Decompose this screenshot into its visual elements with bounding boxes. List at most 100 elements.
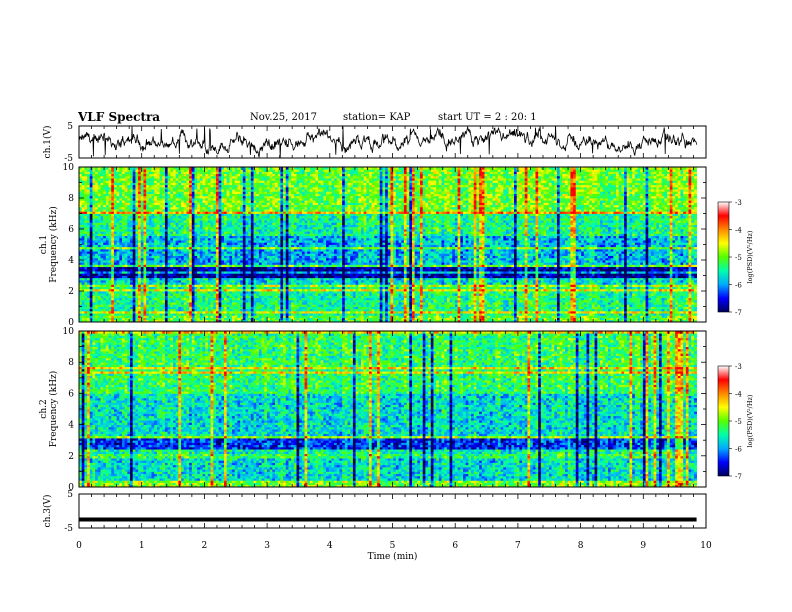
spectrogram-cell xyxy=(446,282,450,285)
spectrogram-cell xyxy=(326,288,330,292)
spectrogram-cell xyxy=(342,284,346,287)
spectrogram-cell xyxy=(417,279,421,283)
spectrogram-cell xyxy=(317,277,322,281)
spectrogram-cell xyxy=(331,297,335,301)
spectrogram-cell xyxy=(84,286,88,290)
spectrogram-cell xyxy=(403,308,407,312)
spectrogram-cell xyxy=(403,275,407,279)
spectrogram-cell xyxy=(675,306,679,310)
spectrogram-cell xyxy=(648,288,652,292)
spectrogram-cell xyxy=(103,273,107,276)
spectrogram-cell xyxy=(218,304,222,307)
spectrogram-cell xyxy=(291,275,295,279)
spectrogram-cell xyxy=(559,284,563,287)
spectrogram-cell xyxy=(269,291,273,294)
spectrogram-cell xyxy=(589,310,593,314)
spectrogram-cell xyxy=(602,317,606,321)
spectrogram-cell xyxy=(602,293,606,296)
spectrogram-cell xyxy=(371,297,375,301)
spectrogram-cell xyxy=(519,308,523,312)
spectrogram-cell xyxy=(554,302,558,305)
spectrogram-cell xyxy=(454,313,459,316)
spectrogram-cell xyxy=(309,275,314,279)
spectrogram-cell xyxy=(336,277,340,281)
spectrogram-cell xyxy=(258,275,262,279)
spectrogram-cell xyxy=(465,279,469,283)
spectrogram-cell xyxy=(462,288,467,292)
spectrogram-cell xyxy=(535,297,539,301)
spectrogram-cell xyxy=(527,297,531,301)
spectrogram-cell xyxy=(645,297,649,301)
spectrogram-cell xyxy=(352,279,356,283)
spectrogram-cell xyxy=(162,315,166,318)
spectrogram-cell xyxy=(675,293,679,296)
spectrogram-cell xyxy=(143,279,147,283)
spectrogram-cell xyxy=(194,293,198,296)
spectrogram-cell xyxy=(411,297,416,301)
spectrogram-cell xyxy=(369,304,373,307)
spectrogram-cell xyxy=(535,291,539,294)
spectrogram-cell xyxy=(336,313,340,316)
spectrogram-cell xyxy=(344,297,348,301)
spectrogram-cell xyxy=(489,275,493,279)
spectrogram-cell xyxy=(543,286,547,290)
spectrogram-cell xyxy=(586,319,590,323)
spectrogram-cell xyxy=(172,275,177,279)
spectrogram-cell xyxy=(602,299,606,303)
spectrogram-cell xyxy=(530,299,534,303)
spectrogram-cell xyxy=(667,313,671,316)
spectrogram-cell xyxy=(304,275,308,279)
spectrogram-cell xyxy=(629,308,633,312)
spectrogram-cell xyxy=(449,319,453,323)
spectrogram-cell xyxy=(650,284,655,287)
spectrogram-cell xyxy=(454,282,459,285)
spectrogram-cell xyxy=(256,306,260,310)
spectrogram-cell xyxy=(409,304,413,307)
spectrogram-cell xyxy=(146,313,150,316)
spectrogram-cell xyxy=(304,313,308,316)
spectrogram-cell xyxy=(277,291,281,294)
spectrogram-cell xyxy=(344,310,348,314)
spectrogram-cell xyxy=(610,279,614,283)
spectrogram-cell xyxy=(433,306,437,310)
spectrogram-cell xyxy=(546,282,550,285)
spectrogram-cell xyxy=(457,286,461,290)
spectrogram-cell xyxy=(186,317,190,321)
spectrogram-cell xyxy=(124,288,128,292)
spectrogram-cell xyxy=(189,310,193,314)
spectrogram-cell xyxy=(312,313,316,316)
spectrogram-cell xyxy=(433,288,437,292)
spectrogram-cell xyxy=(146,291,150,294)
spectrogram-cell xyxy=(583,295,587,299)
spectrogram-cell xyxy=(417,284,421,287)
spectrogram-cell xyxy=(610,284,614,287)
spectrogram-cell xyxy=(151,310,155,314)
spectrogram-cell xyxy=(202,282,206,285)
spectrogram-cell xyxy=(172,291,177,294)
spectrogram-cell xyxy=(336,295,340,299)
spectrogram-cell xyxy=(154,279,158,283)
spectrogram-cell xyxy=(205,277,209,281)
spectrogram-cell xyxy=(411,315,416,318)
spectrogram-cell xyxy=(675,297,679,301)
spectrogram-cell xyxy=(637,277,641,281)
spectrogram-cell xyxy=(132,279,136,283)
spectrogram-cell xyxy=(146,306,150,310)
spectrogram-cell xyxy=(261,295,265,299)
spectrogram-cell xyxy=(656,277,660,281)
spectrogram-cell xyxy=(390,299,394,303)
spectrogram-cell xyxy=(350,319,354,323)
spectrogram-cell xyxy=(565,297,569,301)
spectrogram-cell xyxy=(642,295,646,299)
spectrogram-cell xyxy=(621,275,625,279)
spectrogram-cell xyxy=(339,313,343,316)
spectrogram-cell xyxy=(640,317,644,321)
spectrogram-cell xyxy=(573,304,577,307)
spectrogram-cell xyxy=(621,282,625,285)
spectrogram-cell xyxy=(626,293,630,296)
spectrogram-cell xyxy=(645,282,649,285)
spectrogram-cell xyxy=(237,288,241,292)
spectrogram-cell xyxy=(162,304,166,307)
spectrogram-cell xyxy=(218,299,222,303)
spectrogram-cell xyxy=(355,315,359,318)
